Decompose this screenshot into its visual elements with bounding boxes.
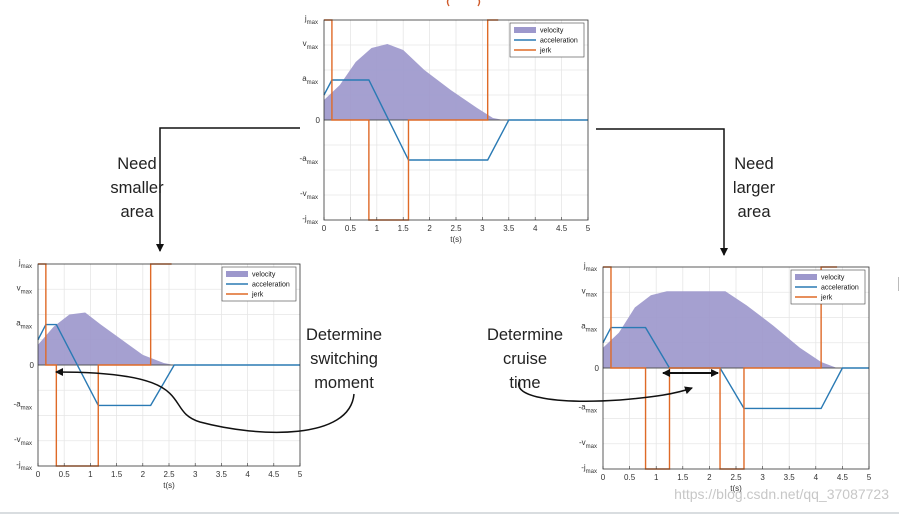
x-tick-label: 3 (760, 473, 765, 482)
legend-velocity-swatch (226, 271, 248, 277)
legend-velocity-label: velocity (821, 275, 845, 282)
legend-jerk-label: jerk (539, 48, 552, 55)
legend-acceleration-label: acceleration (540, 38, 578, 45)
y-label-neg-amax: -amax (579, 402, 597, 414)
x-tick-label: 4.5 (268, 470, 280, 479)
x-tick-label: 1 (375, 224, 380, 233)
y-label-neg-jmax: -jmax (581, 463, 597, 475)
legend-jerk-label: jerk (820, 295, 833, 302)
y-label-zero: 0 (30, 361, 35, 370)
x-tick-label: 0.5 (624, 473, 636, 482)
x-tick-label: 2 (707, 473, 712, 482)
y-label-neg-amax: -amax (14, 399, 32, 411)
y-label-zero: 0 (316, 116, 321, 125)
x-tick-label: 0.5 (59, 470, 71, 479)
y-label-amax: amax (302, 74, 318, 86)
x-axis-label: t(s) (730, 484, 742, 493)
velocity-area (324, 44, 504, 120)
y-label-neg-vmax: -vmax (14, 435, 32, 447)
x-tick-label: 4.5 (556, 224, 568, 233)
x-tick-label: 1.5 (398, 224, 410, 233)
right-connector-arrow (596, 128, 728, 256)
x-tick-label: 2.5 (730, 473, 742, 482)
x-tick-label: 5 (867, 473, 872, 482)
legend: velocity acceleration jerk (509, 22, 585, 58)
x-tick-label: 1.5 (677, 473, 689, 482)
x-tick-label: 3.5 (503, 224, 515, 233)
y-label-amax: amax (16, 319, 32, 331)
x-tick-label: 4 (245, 470, 250, 479)
x-axis-label: t(s) (450, 235, 462, 244)
determine-switching-moment-label: Determine switching moment (305, 326, 383, 392)
bottom-rule (0, 512, 899, 514)
x-tick-label: 4 (533, 224, 538, 233)
x-tick-label: 0.5 (345, 224, 357, 233)
x-tick-label: 0 (601, 473, 606, 482)
y-label-jmax: jmax (583, 261, 597, 273)
x-tick-label: 1.5 (111, 470, 123, 479)
x-tick-label: 4 (814, 473, 819, 482)
need-larger-area-label: Need larger area (732, 155, 776, 221)
x-tick-label: 2.5 (163, 470, 175, 479)
right-svg: 0 0.5 1 1.5 2 2.5 3 3.5 4 4.5 5 t(s) jmax vmax amax 0 -a… (579, 261, 872, 493)
right-plot: 0 0.5 1 1.5 2 2.5 3 3.5 4 4.5 5 t(s) jmax vmax amax 0 -a… (569, 259, 879, 509)
determine-cruise-time-label: Determine cruise time (486, 326, 564, 392)
y-label-zero: 0 (595, 364, 600, 373)
x-axis-label: t(s) (163, 481, 175, 490)
switching-moment-arrow (55, 368, 355, 434)
y-label-neg-amax: -amax (300, 154, 318, 166)
y-label-vmax: vmax (17, 283, 32, 295)
y-label-amax: amax (581, 322, 597, 334)
need-smaller-area-label: Need smaller area (110, 155, 164, 221)
legend-acceleration-label: acceleration (252, 282, 290, 289)
velocity-area (38, 312, 175, 365)
x-tick-label: 5 (298, 470, 303, 479)
y-label-neg-vmax: -vmax (579, 438, 597, 450)
legend-velocity-swatch (795, 274, 817, 280)
x-tick-label: 4.5 (837, 473, 849, 482)
legend-velocity-swatch (514, 27, 536, 33)
cruise-time-arrow (517, 379, 693, 402)
jerk-line (603, 266, 838, 470)
legend: velocity acceleration jerk (221, 266, 297, 302)
x-tick-label: 2 (141, 470, 146, 479)
x-tick-label: 0 (36, 470, 41, 479)
y-label-vmax: vmax (582, 286, 597, 298)
y-label-neg-jmax: -jmax (16, 460, 32, 472)
legend: velocity acceleration jerk (790, 269, 866, 305)
x-tick-label: 1 (88, 470, 93, 479)
x-tick-label: 3.5 (784, 473, 796, 482)
y-label-vmax: vmax (303, 39, 318, 51)
x-tick-label: 0 (322, 224, 327, 233)
x-tick-label: 3 (480, 224, 485, 233)
y-label-neg-jmax: -jmax (302, 214, 318, 226)
x-tick-label: 3 (193, 470, 198, 479)
cut-off-title-fragment (446, 0, 481, 7)
y-label-jmax: jmax (304, 14, 318, 26)
top-plot: 0 0.5 1 1.5 2 2.5 3 3.5 4 4.5 5 t(s) jmax vmax amax 0 -a… (290, 12, 600, 260)
legend-velocity-label: velocity (252, 272, 276, 279)
legend-velocity-label: velocity (540, 28, 564, 35)
legend-acceleration-label: acceleration (821, 285, 859, 292)
legend-jerk-label: jerk (251, 292, 264, 299)
x-tick-label: 2.5 (450, 224, 462, 233)
velocity-area (603, 291, 838, 368)
x-tick-label: 3.5 (216, 470, 228, 479)
y-label-neg-vmax: -vmax (300, 189, 318, 201)
y-label-jmax: jmax (18, 258, 32, 270)
x-tick-label: 1 (654, 473, 659, 482)
left-plot: 0 0.5 1 1.5 2 2.5 3 3.5 4 4.5 5 t(s) jmax vmax amax 0 -a… (4, 256, 304, 506)
top-svg: 0 0.5 1 1.5 2 2.5 3 3.5 4 4.5 5 t(s) jmax vmax amax 0 -a… (300, 14, 591, 244)
left-svg: 0 0.5 1 1.5 2 2.5 3 3.5 4 4.5 5 t(s) jmax vmax amax 0 -a… (14, 258, 303, 490)
watermark-text: https://blog.csdn.net/qq_37087723 (674, 486, 889, 502)
left-connector-arrow (156, 127, 300, 252)
x-tick-label: 5 (586, 224, 591, 233)
x-tick-label: 2 (427, 224, 432, 233)
